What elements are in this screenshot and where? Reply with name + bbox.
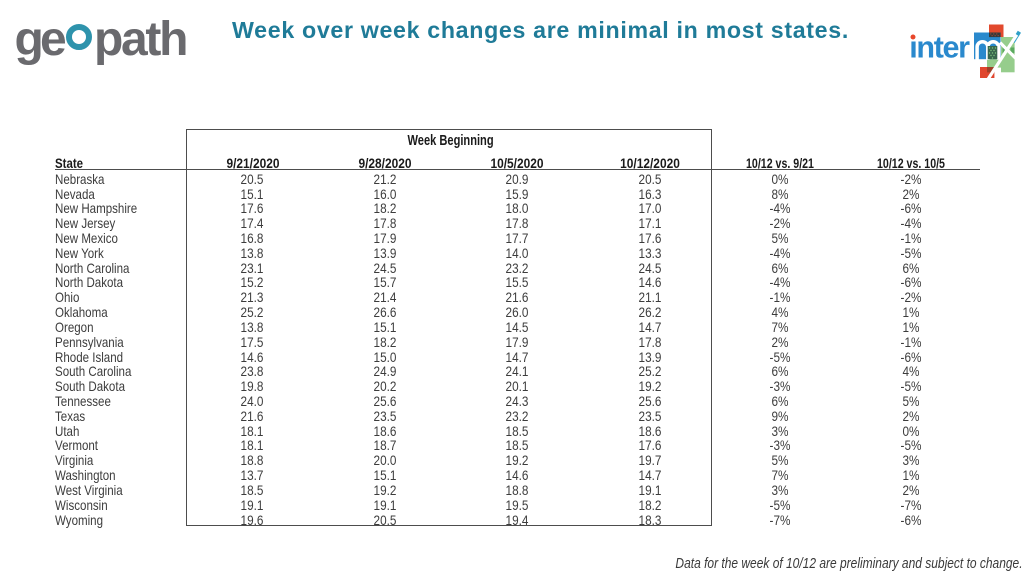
svg-text:ınter: ınter	[909, 31, 970, 65]
